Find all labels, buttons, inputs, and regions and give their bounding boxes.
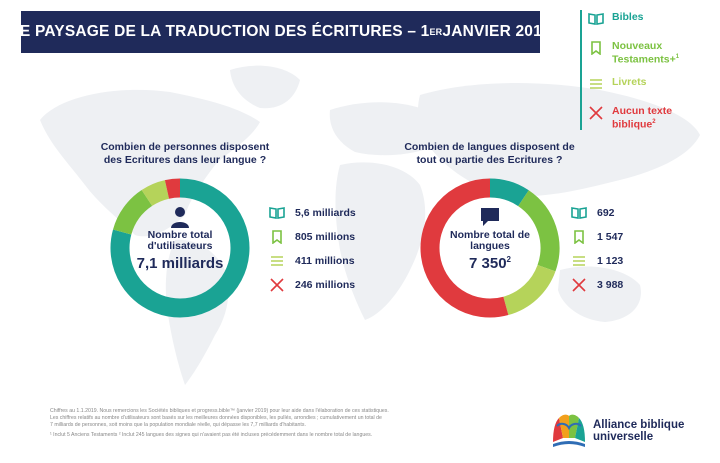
- right-value-livrets: 1 123: [597, 255, 624, 267]
- left-value-livrets: 411 millions: [295, 255, 355, 267]
- lines-icon: [570, 255, 588, 267]
- lines-icon: [588, 77, 606, 95]
- right-value-none: 3 988: [597, 279, 624, 291]
- users-slice-nt: [113, 190, 153, 235]
- logo-icon: [553, 414, 585, 447]
- users-slice-none: [164, 178, 181, 199]
- left-stat-nt: 805 millions: [268, 225, 356, 249]
- footnote-line-4: ¹ Inclut 5 Anciens Testaments ² Inclut 2…: [50, 432, 373, 438]
- right-stats: 692 1 547 1 123 3 988: [570, 201, 623, 297]
- left-question: Combien de personnes disposent des Ecrit…: [100, 141, 270, 166]
- title-main: LE PAYSAGE DE LA TRADUCTION DES ÉCRITURE…: [10, 23, 430, 40]
- left-center-value: 7,1 milliards: [136, 255, 224, 272]
- legend-label-none: Aucun texte biblique2: [612, 104, 673, 130]
- left-value-nt: 805 millions: [295, 231, 356, 243]
- right-center-value: 7 3502: [469, 255, 511, 272]
- title-rest: JANVIER 2019: [442, 23, 551, 40]
- right-value-bibles: 692: [597, 207, 615, 219]
- left-stats: 5,6 milliards 805 millions 411 millions …: [268, 201, 356, 297]
- left-stat-bibles: 5,6 milliards: [268, 201, 356, 225]
- bookmark-icon: [268, 230, 286, 244]
- footnote: Chiffres au 1.1.2019. Nous remercions le…: [50, 408, 470, 439]
- legend-label-bibles: Bibles: [612, 11, 644, 23]
- left-center-label: Nombre total d'utilisateurs: [147, 229, 213, 252]
- languages-donut-chart: [420, 178, 560, 318]
- x-icon: [588, 105, 606, 125]
- users-donut-chart: [110, 178, 250, 318]
- left-value-bibles: 5,6 milliards: [295, 207, 356, 219]
- title-superscript: ER: [429, 27, 443, 37]
- languages-slice-bibles: [489, 178, 529, 207]
- person-icon: [130, 206, 230, 230]
- open-book-icon: [588, 12, 606, 30]
- logo-line-2: universelle: [593, 431, 654, 443]
- legend-label-livrets: Livrets: [612, 75, 647, 88]
- open-book-icon: [268, 207, 286, 219]
- page-title: LE PAYSAGE DE LA TRADUCTION DES ÉCRITURE…: [10, 11, 551, 53]
- left-stat-none: 246 millions: [268, 273, 356, 297]
- right-stat-bibles: 692: [570, 201, 623, 225]
- right-value-nt: 1 547: [597, 231, 624, 243]
- legend-label-nt: Nouveaux Testaments+1: [612, 40, 680, 66]
- legend-item-nt: Nouveaux Testaments+1: [588, 41, 700, 66]
- right-stat-nt: 1 547: [570, 225, 623, 249]
- legend-item-none: Aucun texte biblique2: [588, 104, 700, 131]
- languages-slice-livrets: [502, 264, 556, 316]
- alliance-biblique-logo: Alliance biblique universelle: [549, 412, 684, 450]
- x-icon: [570, 278, 588, 292]
- legend-item-bibles: Bibles: [588, 12, 700, 30]
- right-center: Nombre total de langues 7 3502: [440, 206, 540, 272]
- users-slice-livrets: [141, 180, 170, 207]
- left-center: Nombre total d'utilisateurs 7,1 milliard…: [130, 206, 230, 272]
- footnote-line-3: 7 milliards de personnes, soit moins que…: [50, 422, 306, 428]
- footnote-line-2: Les chiffres relatifs au nombre d'utilis…: [50, 415, 382, 421]
- users-slice-bibles: [110, 178, 250, 318]
- languages-slice-none: [420, 178, 509, 318]
- right-question: Combien de langues disposent de tout ou …: [404, 141, 575, 166]
- bookmark-icon: [588, 41, 606, 60]
- right-stat-livrets: 1 123: [570, 249, 623, 273]
- legend-item-livrets: Livrets: [588, 75, 700, 95]
- logo-line-1: Alliance biblique: [593, 419, 685, 431]
- right-stat-none: 3 988: [570, 273, 623, 297]
- x-icon: [268, 278, 286, 292]
- speech-bubble-icon: [440, 206, 540, 230]
- open-book-icon: [570, 207, 588, 219]
- bookmark-icon: [570, 230, 588, 244]
- left-value-none: 246 millions: [295, 279, 356, 291]
- left-stat-livrets: 411 millions: [268, 249, 356, 273]
- right-center-label: Nombre total de langues: [450, 229, 530, 252]
- languages-slice-nt: [517, 190, 560, 272]
- legend: Bibles Nouveaux Testaments+1 Livrets Auc…: [580, 10, 700, 130]
- footnote-line-1: Chiffres au 1.1.2019. Nous remercions le…: [50, 408, 389, 414]
- lines-icon: [268, 255, 286, 267]
